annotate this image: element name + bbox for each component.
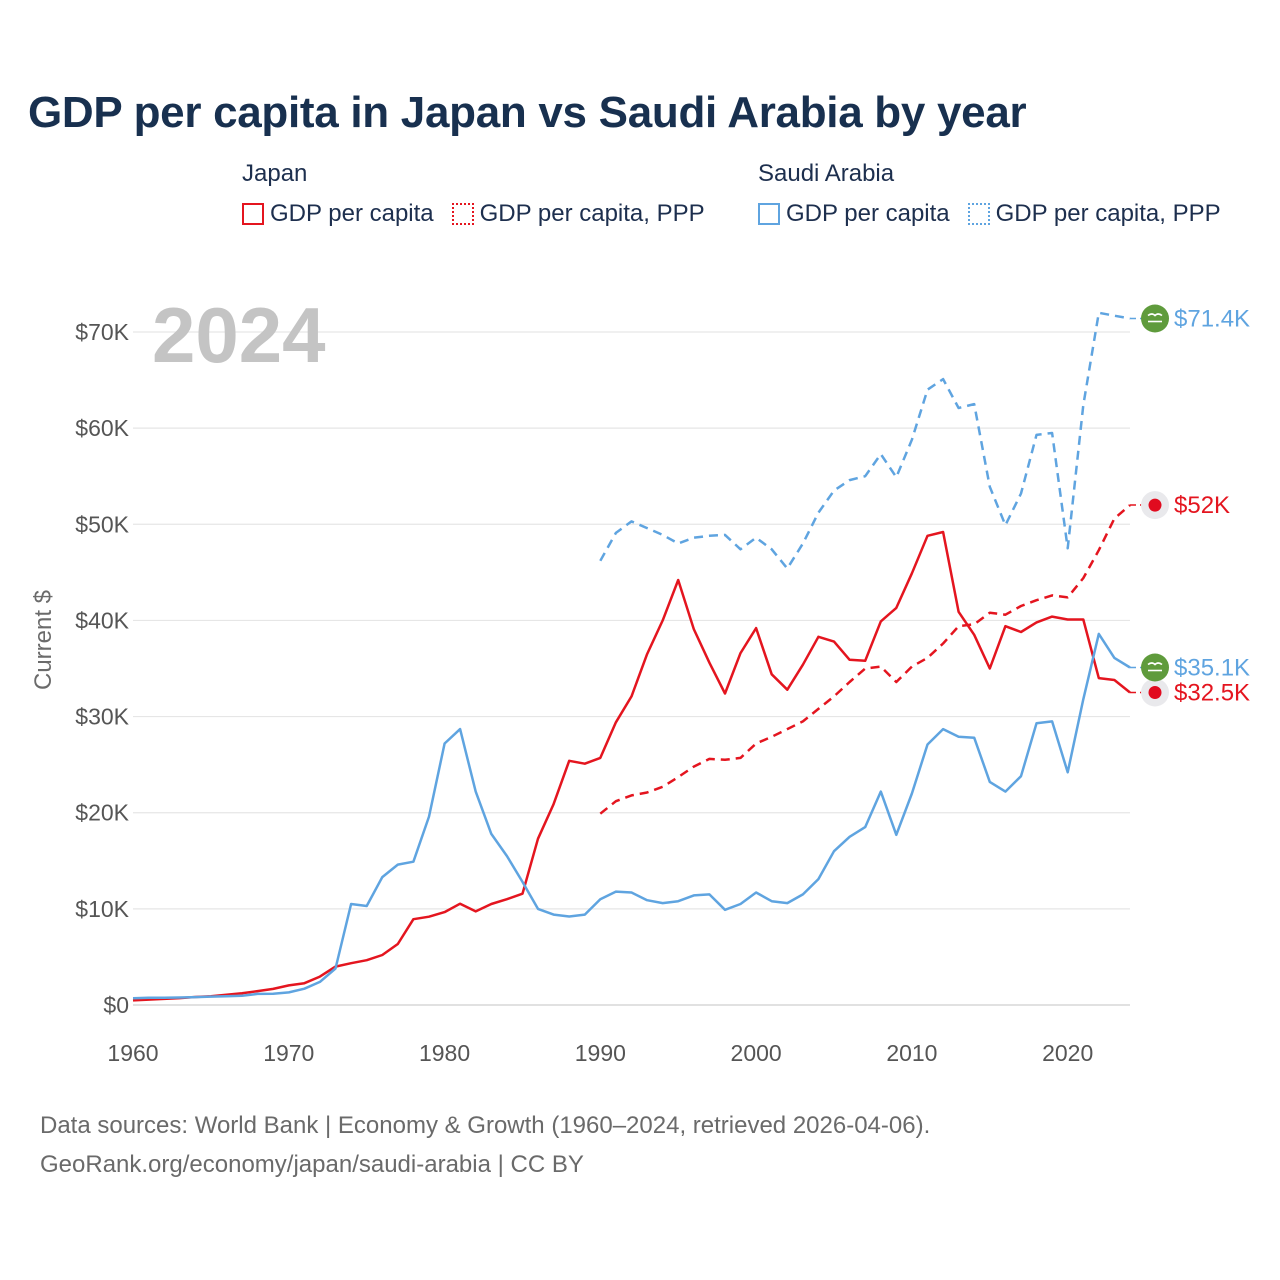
y-tick-label: $50K <box>75 511 129 537</box>
y-tick-label: $60K <box>75 415 129 441</box>
legend-group-name: Japan <box>242 160 308 187</box>
saudi-flag-icon <box>1141 304 1169 333</box>
legend-item-japan-gdp-ppp[interactable]: GDP per capita, PPP <box>451 200 705 228</box>
legend-group-name: Saudi Arabia <box>758 160 895 187</box>
source-line-2[interactable]: GeoRank.org/economy/japan/saudi-arabia |… <box>40 1151 584 1178</box>
end-value-label: $35.1K <box>1174 655 1250 682</box>
legend-swatch-solid <box>758 203 780 225</box>
chart-title: GDP per capita in Japan vs Saudi Arabia … <box>28 88 1027 137</box>
source-note: Data sources: World Bank | Economy & Gro… <box>40 1106 930 1184</box>
saudi-flag-script <box>1147 662 1163 666</box>
x-tick-label: 2010 <box>886 1040 937 1066</box>
end-value-label: $52K <box>1174 492 1230 519</box>
series-line-saudi-arabia-gdp-per-capita <box>132 632 1131 1000</box>
legend-label: GDP per capita <box>786 200 950 227</box>
legend-item-japan-gdp[interactable]: GDP per capita <box>242 200 434 228</box>
x-tick-label: 1980 <box>419 1040 470 1066</box>
japan-flag-icon <box>1141 678 1169 707</box>
x-tick-label: 1990 <box>575 1040 626 1066</box>
legend-group-saudi-arabia: Saudi Arabia GDP per capita GDP per capi… <box>758 160 1221 228</box>
saudi-flag-script <box>1147 313 1163 317</box>
source-line-1: Data sources: World Bank | Economy & Gro… <box>40 1112 931 1139</box>
x-tick-label: 2000 <box>731 1040 782 1066</box>
line-chart: $0 $10K $20K $30K $40K $50K $60K $70K 1960 1970 19… <box>30 291 1250 1066</box>
y-tick-label: $70K <box>75 319 129 345</box>
end-value-label: $32.5K <box>1174 680 1250 707</box>
series-line-japan-gdp-per-capita <box>132 530 1131 1002</box>
legend-item-saudi-gdp-ppp[interactable]: GDP per capita, PPP <box>967 200 1221 228</box>
y-axis-title: Current $ <box>30 590 57 690</box>
end-value-label: $71.4K <box>1174 306 1250 333</box>
japan-flag-disc <box>1148 686 1162 699</box>
y-tick-label: $20K <box>75 800 129 826</box>
legend-group-japan: Japan GDP per capita GDP per capita, PPP <box>242 160 705 228</box>
saudi-flag-background <box>1141 304 1169 333</box>
y-tick-label: $0 <box>103 992 129 1018</box>
legend-label: GDP per capita <box>270 200 434 227</box>
saudi-flag-icon <box>1141 653 1169 682</box>
x-tick-label: 2020 <box>1042 1040 1093 1066</box>
y-tick-label: $40K <box>75 607 129 633</box>
x-tick-label: 1970 <box>263 1040 314 1066</box>
legend-item-saudi-gdp[interactable]: GDP per capita <box>758 200 950 228</box>
x-tick-label: 1960 <box>107 1040 158 1066</box>
legend-swatch-dotted <box>451 203 474 225</box>
y-tick-label: $30K <box>75 704 129 730</box>
legend-swatch-dotted <box>967 203 990 225</box>
legend-swatch-solid <box>242 203 264 225</box>
saudi-flag-background <box>1141 653 1169 682</box>
legend-label: GDP per capita, PPP <box>995 200 1221 227</box>
year-label: 2024 <box>152 291 326 379</box>
y-tick-label: $10K <box>75 896 129 922</box>
japan-flag-icon <box>1141 491 1169 520</box>
legend-label: GDP per capita, PPP <box>479 200 705 227</box>
japan-flag-disc <box>1148 498 1162 512</box>
series-line-saudi-arabia-gdp-per-capita-ppp <box>599 311 1131 570</box>
